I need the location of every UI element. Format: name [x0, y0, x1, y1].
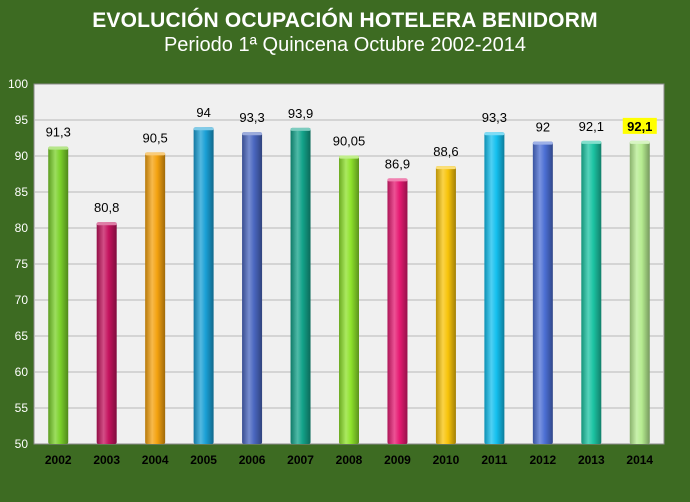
bar-top-highlight [242, 132, 263, 136]
data-label: 94 [196, 105, 210, 120]
bar-top-highlight [193, 127, 214, 131]
data-label: 86,9 [385, 156, 410, 171]
x-tick-label: 2003 [93, 453, 120, 467]
bar-top-highlight [484, 132, 505, 136]
bar-2013 [581, 140, 602, 444]
x-tick-label: 2004 [142, 453, 169, 467]
bar-2002 [48, 146, 69, 444]
x-tick-label: 2005 [190, 453, 217, 467]
y-tick-label: 90 [15, 149, 29, 163]
bar-top-highlight [48, 146, 69, 150]
x-tick-label: 2008 [336, 453, 363, 467]
bar-top-highlight [629, 140, 650, 144]
bar-2012 [532, 141, 553, 444]
y-tick-label: 60 [15, 365, 29, 379]
bar-top-highlight [532, 141, 553, 145]
data-label: 88,6 [433, 144, 458, 159]
bar-top-highlight [290, 127, 311, 131]
bar-top-highlight [435, 166, 456, 170]
bar-top-highlight [581, 140, 602, 144]
bar-top-highlight [96, 222, 117, 226]
x-tick-label: 2002 [45, 453, 72, 467]
bar-2008 [339, 155, 359, 444]
data-label: 93,3 [239, 110, 264, 125]
y-tick-label: 75 [15, 257, 29, 271]
x-tick-label: 2010 [433, 453, 460, 467]
data-label: 91,3 [46, 125, 71, 140]
data-label: 80,8 [94, 200, 119, 215]
data-label: 90,5 [142, 130, 167, 145]
data-label: 90,05 [333, 134, 366, 149]
y-tick-label: 100 [8, 77, 28, 91]
y-tick-label: 70 [15, 293, 29, 307]
bar-top-highlight [387, 178, 408, 182]
highlight-label-box [622, 117, 657, 134]
bar-2004 [145, 152, 166, 444]
y-tick-label: 95 [15, 113, 29, 127]
x-tick-label: 2006 [239, 453, 266, 467]
bar-2006 [242, 132, 263, 445]
bar-2007 [290, 127, 311, 445]
x-tick-label: 2012 [529, 453, 556, 467]
data-label: 93,9 [288, 106, 313, 121]
data-label: 92 [536, 120, 550, 135]
y-tick-label: 65 [15, 329, 29, 343]
x-tick-label: 2014 [626, 453, 653, 467]
bar-2014 [629, 140, 650, 444]
x-tick-label: 2013 [578, 453, 605, 467]
bar-2003 [96, 222, 117, 444]
data-label: 92,1 [627, 119, 652, 134]
x-tick-label: 2011 [481, 453, 507, 467]
bar-2009 [387, 178, 408, 444]
bar-2011 [484, 132, 505, 445]
x-tick-label: 2007 [287, 453, 314, 467]
chart-subtitle: Periodo 1ª Quincena Octubre 2002-2014 [163, 34, 527, 56]
bar-2005 [193, 127, 214, 444]
y-tick-label: 85 [15, 185, 29, 199]
bar-top-highlight [145, 152, 166, 156]
data-label: 92,1 [579, 119, 604, 134]
bar-top-highlight [339, 155, 359, 159]
data-label: 93,3 [482, 110, 507, 125]
chart-title: EVOLUCIÓN OCUPACIÓN HOTELERA BENIDORM [92, 9, 598, 32]
x-tick-label: 2009 [384, 453, 411, 467]
y-tick-label: 50 [15, 437, 29, 451]
bar-2010 [435, 166, 456, 444]
y-tick-label: 55 [15, 401, 29, 415]
y-tick-label: 80 [15, 221, 29, 235]
